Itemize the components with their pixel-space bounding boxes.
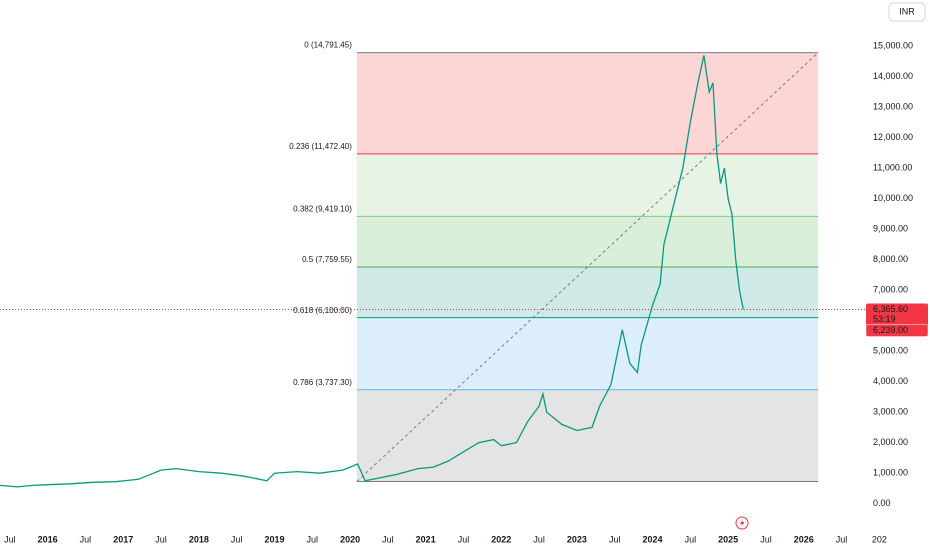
fib-label: 0 (14,791.45) (304, 41, 352, 50)
current-price-label: 6,365.60 (873, 304, 908, 314)
x-tick-label: Jul (609, 534, 621, 544)
price-line (0, 55, 744, 488)
x-tick-label: Jul (231, 534, 243, 544)
y-tick-label: 4,000.00 (873, 376, 908, 386)
x-tick-label: 2025 (718, 534, 738, 544)
x-tick-label: 2024 (643, 534, 663, 544)
x-tick-label: Jul (155, 534, 167, 544)
y-tick-label: 9,000.00 (873, 224, 908, 234)
x-tick-label: Jul (80, 534, 92, 544)
fib-zone (356, 216, 819, 268)
countdown: 53:19 (873, 314, 896, 324)
x-tick-label: 2018 (189, 534, 209, 544)
y-tick-label: 5,000.00 (873, 346, 908, 356)
x-tick-label: Jul (685, 534, 697, 544)
x-tick-label: Jul (382, 534, 394, 544)
y-tick-label: 7,000.00 (873, 285, 908, 295)
x-tick-label: 2026 (794, 534, 814, 544)
fib-label: 0.236 (11,472.40) (289, 142, 352, 151)
x-tick-label: 2020 (340, 534, 360, 544)
y-tick-label: 13,000.00 (873, 102, 913, 112)
plot-layer: 0 (14,791.45) 0.236 (11,472.40) 0.382 (9,4… (0, 41, 929, 544)
y-tick-label: 1,000.00 (873, 468, 908, 478)
fib-label: 0.618 (6,100.00) (293, 306, 352, 315)
low-price-box (865, 324, 929, 337)
fib-label: 0.786 (3,737.30) (293, 378, 352, 387)
currency-box[interactable] (888, 2, 926, 22)
fib-zone (356, 389, 819, 482)
currency: INR (899, 6, 915, 16)
y-tick-label: 10,000.00 (873, 193, 913, 203)
fib-zone (356, 153, 819, 217)
x-tick-label: 2022 (491, 534, 511, 544)
y-tick-label: 8,000.00 (873, 254, 908, 264)
fib-trend (356, 52, 819, 482)
x-tick-label: Jul (760, 534, 772, 544)
x-tick-label: 2016 (38, 534, 58, 544)
x-tick-label: 202 (872, 534, 887, 544)
x-tick-label: Jul (4, 534, 16, 544)
low-price-label: 6,239.00 (873, 325, 908, 335)
fib-label: 0.5 (7,759.55) (302, 255, 352, 264)
event-icon[interactable] (735, 516, 749, 530)
y-tick-label: 2,000.00 (873, 437, 908, 447)
x-tick-label: 2021 (416, 534, 436, 544)
fib-label: 0.382 (9,419.10) (293, 205, 352, 214)
fib-zone (356, 52, 819, 154)
fib-zone (356, 267, 819, 318)
y-tick-label: 14,000.00 (873, 71, 913, 81)
fib-zone (356, 317, 819, 390)
x-tick-label: 2019 (264, 534, 284, 544)
y-tick-label: 15,000.00 (873, 41, 913, 51)
y-tick-label: 11,000.00 (873, 163, 912, 173)
y-tick-label: 3,000.00 (873, 407, 908, 417)
x-tick-label: 2017 (113, 534, 133, 544)
x-tick-label: Jul (836, 534, 848, 544)
x-tick-label: Jul (458, 534, 470, 544)
y-tick-label: 0.00 (873, 498, 891, 508)
x-tick-label: Jul (307, 534, 319, 544)
x-tick-label: Jul (533, 534, 545, 544)
y-tick-label: 12,000.00 (873, 132, 913, 142)
x-tick-label: 2023 (567, 534, 587, 544)
